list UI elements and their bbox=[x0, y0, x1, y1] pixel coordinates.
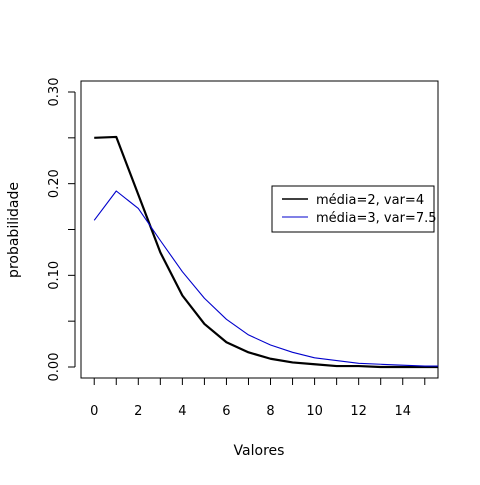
series-line-2 bbox=[93, 190, 438, 367]
series-line-1 bbox=[94, 135, 438, 369]
x-tick-label: 2 bbox=[134, 404, 142, 419]
legend-box bbox=[271, 185, 435, 233]
x-tick-label: 10 bbox=[306, 404, 323, 419]
y-tick-label: 0.10 bbox=[47, 261, 62, 290]
y-tick-label: 0.20 bbox=[47, 169, 62, 198]
y-axis-label: probabilidade bbox=[6, 182, 22, 278]
x-tick-label: 14 bbox=[394, 404, 411, 419]
legend-label-2: média=3, var=7.5 bbox=[316, 211, 437, 226]
y-tick-label: 0.30 bbox=[47, 78, 62, 107]
x-tick-label: 4 bbox=[178, 404, 186, 419]
x-axis-label: Valores bbox=[234, 443, 285, 459]
legend-label-1: média=2, var=4 bbox=[316, 193, 424, 208]
x-tick-label: 8 bbox=[266, 404, 274, 419]
x-tick-label: 0 bbox=[90, 404, 98, 419]
y-tick-label: 0.00 bbox=[47, 353, 62, 382]
legend: média=2, var=4 média=3, var=7.5 bbox=[271, 185, 437, 233]
x-tick-label: 12 bbox=[350, 404, 367, 419]
x-tick-label: 6 bbox=[222, 404, 230, 419]
